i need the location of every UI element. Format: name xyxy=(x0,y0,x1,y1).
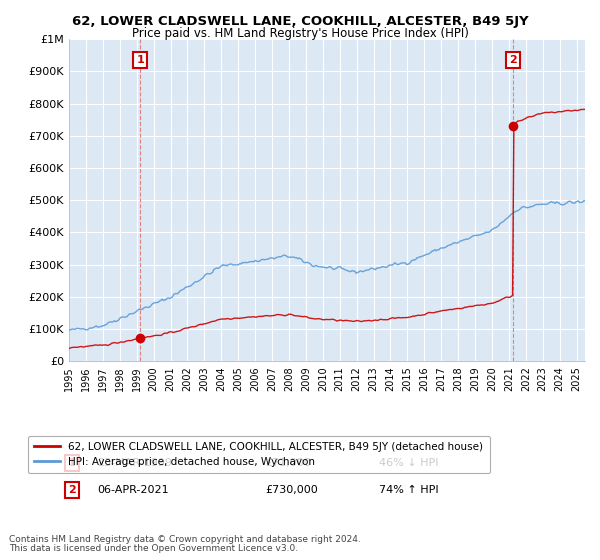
Text: 06-APR-2021: 06-APR-2021 xyxy=(97,485,169,495)
Text: £730,000: £730,000 xyxy=(265,485,318,495)
Text: 1: 1 xyxy=(137,55,144,65)
Text: Contains HM Land Registry data © Crown copyright and database right 2024.: Contains HM Land Registry data © Crown c… xyxy=(9,535,361,544)
Text: 2: 2 xyxy=(509,55,517,65)
Legend: 62, LOWER CLADSWELL LANE, COOKHILL, ALCESTER, B49 5JY (detached house), HPI: Ave: 62, LOWER CLADSWELL LANE, COOKHILL, ALCE… xyxy=(28,436,490,473)
Text: £71,000: £71,000 xyxy=(265,458,311,468)
Text: 23-MAR-1999: 23-MAR-1999 xyxy=(97,458,172,468)
Text: 74% ↑ HPI: 74% ↑ HPI xyxy=(379,485,438,495)
Text: 1: 1 xyxy=(68,458,76,468)
Text: This data is licensed under the Open Government Licence v3.0.: This data is licensed under the Open Gov… xyxy=(9,544,298,553)
Text: 46% ↓ HPI: 46% ↓ HPI xyxy=(379,458,438,468)
Text: Price paid vs. HM Land Registry's House Price Index (HPI): Price paid vs. HM Land Registry's House … xyxy=(131,27,469,40)
Text: 62, LOWER CLADSWELL LANE, COOKHILL, ALCESTER, B49 5JY: 62, LOWER CLADSWELL LANE, COOKHILL, ALCE… xyxy=(71,15,529,27)
Text: 2: 2 xyxy=(68,485,76,495)
